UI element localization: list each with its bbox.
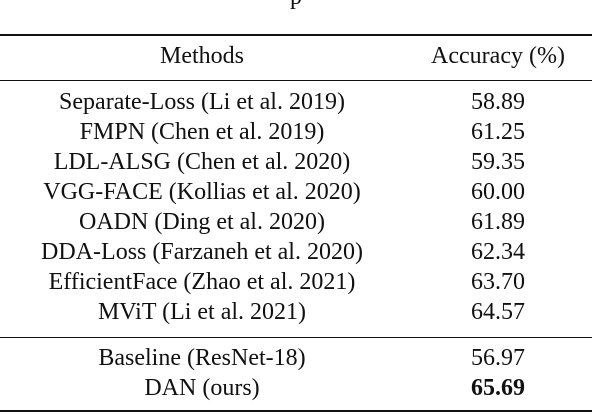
table-row: DDA-Loss (Farzaneh et al. 2020) 62.34 [0,237,592,267]
method-cell: DAN (ours) [144,375,260,401]
group-separator-rule [0,337,592,338]
method-cell: FMPN (Chen et al. 2019) [79,119,325,145]
accuracy-cell: 63.70 [471,269,525,295]
table-row: VGG-FACE (Kollias et al. 2020) 60.00 [0,177,592,207]
header-row: Methods Accuracy (%) [0,41,592,71]
table-row: LDL-ALSG (Chen et al. 2020) 59.35 [0,147,592,177]
table-row: Separate-Loss (Li et al. 2019) 58.89 [0,87,592,117]
table-row: Baseline (ResNet-18) 56.97 [0,343,592,373]
accuracy-cell: 61.89 [471,209,525,235]
method-cell: VGG-FACE (Kollias et al. 2020) [43,179,361,205]
table-row: FMPN (Chen et al. 2019) 61.25 [0,117,592,147]
method-cell: Separate-Loss (Li et al. 2019) [59,89,345,115]
accuracy-cell: 59.35 [471,149,525,175]
table-row: MViT (Li et al. 2021) 64.57 [0,297,592,327]
method-cell: DDA-Loss (Farzaneh et al. 2020) [41,239,363,265]
method-cell: MViT (Li et al. 2021) [97,299,307,325]
table-row: EfficientFace (Zhao et al. 2021) 63.70 [0,267,592,297]
accuracy-cell: 64.57 [471,299,525,325]
method-cell: LDL-ALSG (Chen et al. 2020) [53,149,351,175]
method-cell: OADN (Ding et al. 2020) [79,209,325,235]
accuracy-cell: 62.34 [471,239,525,265]
method-cell: Baseline (ResNet-18) [98,345,306,371]
table-caption-clipped: p [0,0,592,12]
accuracy-cell: 60.00 [471,179,525,205]
accuracy-cell: 56.97 [471,345,525,371]
header-rule [0,80,592,81]
accuracy-cell-best: 65.69 [471,375,525,401]
header-methods: Methods [160,43,244,69]
header-accuracy: Accuracy (%) [431,43,565,69]
top-rule [0,34,592,36]
accuracy-cell: 58.89 [471,89,525,115]
method-cell: EfficientFace (Zhao et al. 2021) [48,269,356,295]
table-row-best: DAN (ours) 65.69 [0,373,592,403]
accuracy-cell: 61.25 [471,119,525,145]
bottom-rule [0,410,592,412]
table-row: OADN (Ding et al. 2020) 61.89 [0,207,592,237]
